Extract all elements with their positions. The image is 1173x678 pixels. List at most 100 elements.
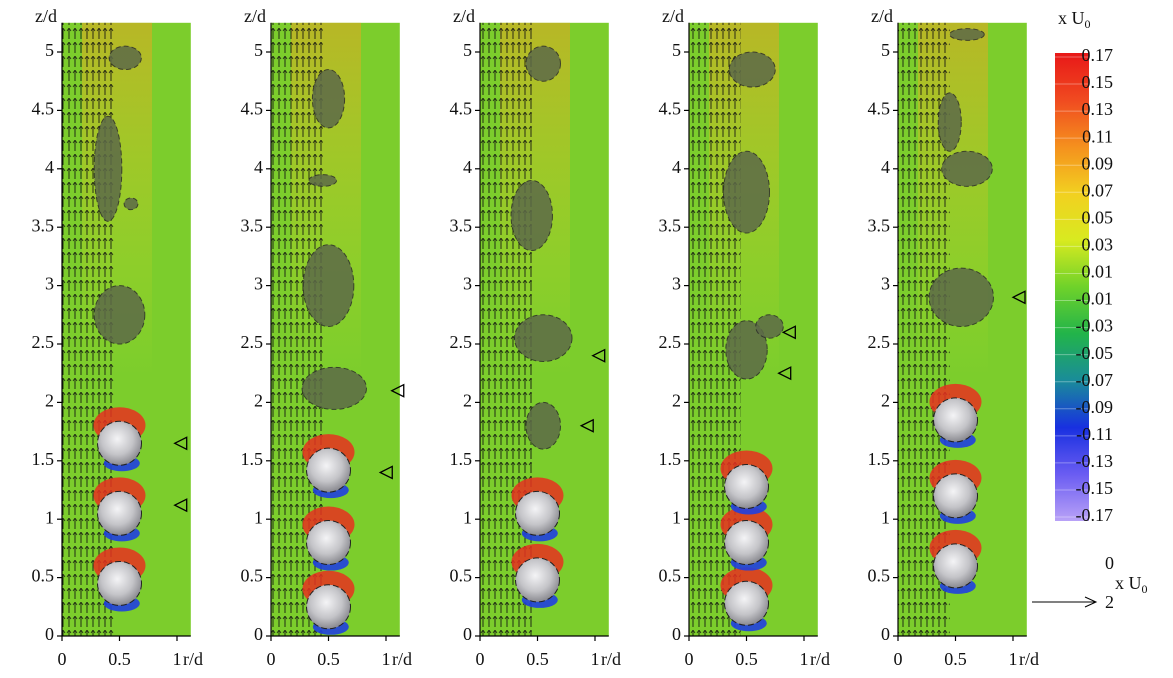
x-tick-label: 0.5 [526,649,549,669]
bubble [933,543,978,589]
colorbar-tick-label: -0.09 [1076,397,1114,417]
panel: 00.511.522.533.544.550 0.5 1 r/dz/d [659,6,831,669]
marker-triangle [1011,290,1026,305]
reference-label: x U0 [1115,573,1148,596]
colorbar-tick-label: -0.13 [1076,451,1114,471]
y-tick-label: 4 [254,157,263,177]
colorbar-tick-label: -0.03 [1076,316,1114,336]
colorbar-tick-label: -0.11 [1076,424,1113,444]
y-tick-label: 3 [254,274,263,294]
colorbar-tick-label: 0.01 [1082,262,1114,282]
y-tick-label: 0.5 [868,566,891,586]
marker-triangle [579,418,594,433]
y-tick-label: 2.5 [868,332,891,352]
vortex-blob [928,267,994,327]
bubble [933,397,978,443]
y-axis-label: z/d [662,6,684,26]
y-tick-label: 0 [672,624,681,644]
x-tick-label: 0 [685,649,694,669]
vortex-blob [510,179,553,252]
panel: 00.511.522.533.544.550 0.5 1 r/dz/d [868,6,1040,669]
x-tick-label: 1 [800,649,809,669]
x-tick-label: 0.5 [317,649,340,669]
y-tick-label: 4.5 [659,99,682,119]
vortex-blob [728,51,776,88]
colorbar-tick-label: -0.05 [1076,343,1114,363]
vortex-blob [302,244,355,327]
y-tick-label: 1.5 [659,449,682,469]
bubble [933,473,978,519]
vortex-blob [108,45,142,71]
y-tick-label: 0 [45,624,54,644]
panel: 00.511.522.533.544.550 0.5 1 r/dz/d [241,6,413,669]
y-tick-label: 4 [463,157,472,177]
x-tick-label: 1 [173,649,182,669]
y-tick-label: 0.5 [241,566,264,586]
y-tick-label: 5 [45,40,54,60]
colorbar-tick-label: -0.17 [1076,505,1114,525]
colorbar-label-text: x U [1058,8,1085,28]
colorbar-label-subscript: 0 [1085,17,1091,31]
panel: 00.511.522.533.544.550 0.5 1 r/dz/d [32,6,204,669]
bubble [306,584,351,630]
bubble [306,520,351,566]
colorbar-label: x U0 [1058,8,1091,31]
y-tick-label: 3.5 [868,215,891,235]
bubble [97,420,142,466]
y-tick-label: 2 [881,391,890,411]
y-tick-label: 1.5 [450,449,473,469]
reference-top: 0 [1105,553,1114,573]
colorbar-tick-label: 0.07 [1082,180,1114,200]
colorbar-tick-label: 0.03 [1082,235,1114,255]
colorbar-tick-label: -0.01 [1076,289,1114,309]
marker-triangle [591,348,606,363]
y-tick-label: 4.5 [868,99,891,119]
bubble [97,490,142,536]
y-tick-label: 3 [45,274,54,294]
x-axis-label: r/d [392,649,412,669]
vortex-blob [723,150,770,234]
y-tick-label: 5 [463,40,472,60]
y-tick-label: 1 [45,507,54,527]
reference-bottom: 2 [1105,592,1114,612]
y-tick-label: 1.5 [32,449,55,469]
x-tick-label: 0.5 [108,649,131,669]
x-tick-label: 0 [476,649,485,669]
y-tick-label: 5 [254,40,263,60]
y-tick-label: 1.5 [241,449,264,469]
y-tick-label: 4.5 [450,99,473,119]
colorbar-tick-label: 0.11 [1082,126,1113,146]
x-tick-label: 1 [382,649,391,669]
y-tick-label: 3 [881,274,890,294]
y-tick-label: 4 [45,157,54,177]
y-axis-label: z/d [871,6,893,26]
y-tick-label: 1 [672,507,681,527]
x-axis-label: r/d [183,649,203,669]
y-tick-label: 4 [672,157,681,177]
x-tick-label: 0.5 [735,649,758,669]
y-tick-label: 3.5 [32,215,55,235]
vortex-blob [308,174,338,187]
y-tick-label: 5 [881,40,890,60]
bubble [515,490,560,536]
x-tick-label: 1 [1009,649,1018,669]
y-tick-label: 4 [881,157,890,177]
colorbar [1055,53,1089,521]
y-axis-label: z/d [244,6,266,26]
colorbar-tick-label: 0.15 [1082,72,1114,92]
x-tick-label: 0 [894,649,903,669]
vortex-blob [311,69,346,129]
y-tick-label: 0.5 [450,566,473,586]
y-tick-label: 2.5 [32,332,55,352]
y-tick-label: 0 [254,624,263,644]
x-tick-label: 1 [591,649,600,669]
marker-triangle [390,383,405,398]
x-axis-label: r/d [810,649,830,669]
marker-triangle [173,436,188,451]
y-tick-label: 2.5 [241,332,264,352]
bubble [515,557,560,603]
vortex-blob [93,115,123,222]
colorbar-tick-label: -0.07 [1076,370,1114,390]
y-tick-label: 1 [463,507,472,527]
vortex-blob [123,197,139,211]
